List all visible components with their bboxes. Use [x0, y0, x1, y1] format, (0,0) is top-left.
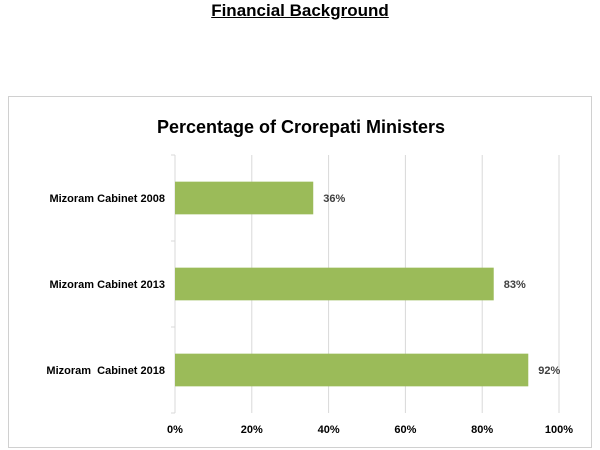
bar-2 [175, 267, 494, 301]
x-tick-label-60: 60% [394, 424, 416, 436]
x-tick-label-40: 40% [318, 424, 340, 436]
bar-3 [175, 353, 529, 387]
bar-1 [175, 181, 314, 215]
data-label-3: 92% [538, 365, 560, 377]
x-tick-label-0: 0% [167, 424, 183, 436]
x-tick-label-80: 80% [471, 424, 493, 436]
page-heading: Financial Background [211, 1, 389, 20]
category-label-1: Mizoram Cabinet 2008 [49, 193, 165, 205]
category-label-3: Mizoram Cabinet 2018 [46, 365, 165, 377]
data-label-1: 36% [323, 193, 345, 205]
x-tick-label-100: 100% [545, 424, 573, 436]
chart-frame: Percentage of Crorepati Ministers Mizoram… [8, 96, 592, 448]
bar-chart: Percentage of Crorepati Ministers Mizoram… [46, 117, 573, 436]
chart-title: Percentage of Crorepati Ministers [157, 117, 445, 137]
x-tick-label-20: 20% [241, 424, 263, 436]
category-label-2: Mizoram Cabinet 2013 [49, 279, 165, 291]
data-label-2: 83% [504, 279, 526, 291]
